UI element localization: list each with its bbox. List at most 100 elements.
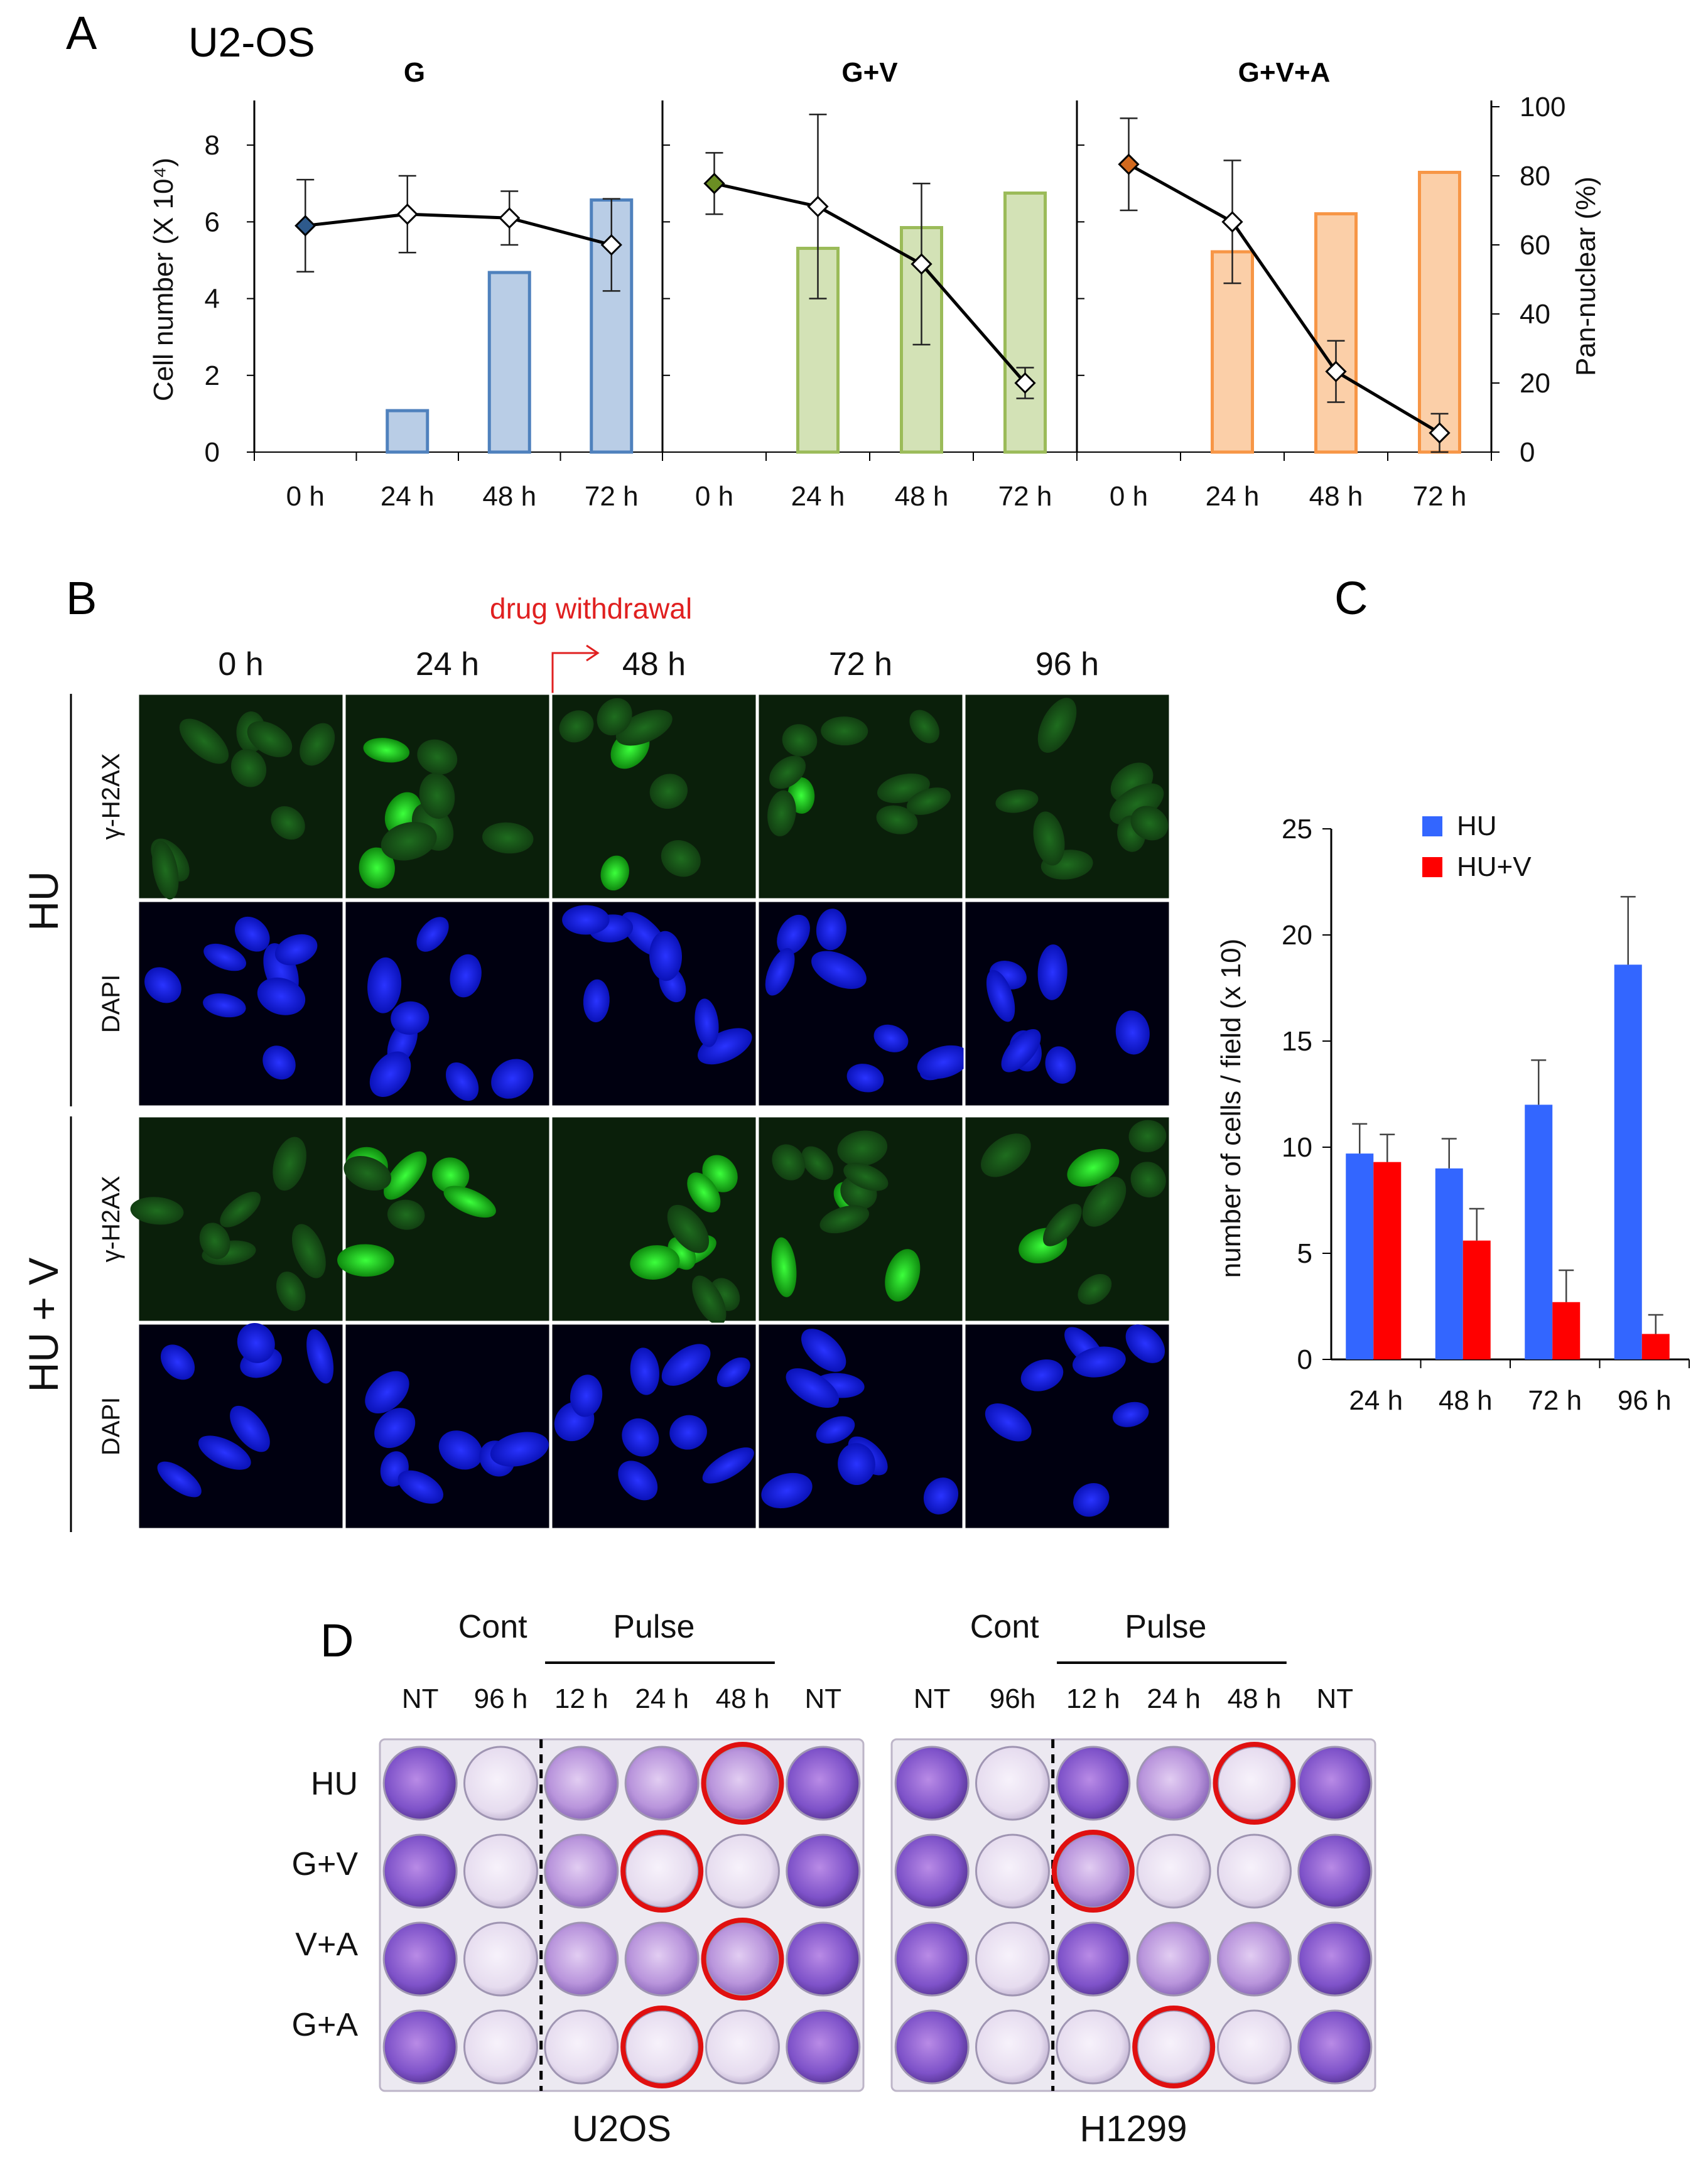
row-label: G+A — [292, 2007, 359, 2043]
nucleus — [695, 998, 719, 1047]
nucleus — [384, 1151, 427, 1200]
nucleus — [220, 1191, 261, 1228]
x-tick-label: 48 h — [895, 481, 949, 512]
nucleus — [1001, 1029, 1041, 1072]
cell-number-line — [1128, 163, 1440, 435]
nucleus — [262, 1045, 296, 1080]
group-label-hu: HU — [20, 871, 67, 931]
withdrawal-arrow-head — [586, 644, 600, 662]
panel-c-ylabel: number of cells / field (x 10) — [1216, 939, 1246, 1278]
y-tick-label: 10 — [1282, 1132, 1312, 1163]
x-tick-label: 0 h — [695, 481, 733, 512]
well — [786, 1746, 861, 1821]
nucleus — [179, 718, 229, 764]
panel-label-a: A — [66, 7, 97, 59]
cell-number-marker — [911, 253, 932, 275]
pulse-label: Pulse — [613, 1609, 695, 1645]
well — [1217, 1921, 1292, 1997]
nucleus — [909, 710, 940, 743]
nucleus — [716, 1357, 750, 1388]
x-tick-label: 72 h — [1528, 1385, 1582, 1416]
nucleus — [816, 1416, 855, 1444]
nucleus — [198, 1435, 251, 1470]
nucleus — [801, 1146, 834, 1180]
well — [1217, 1746, 1292, 1821]
nucleus — [772, 1144, 806, 1180]
nucleus — [1037, 944, 1068, 1000]
x-tick-label: 48 h — [1439, 1385, 1493, 1416]
x-tick-label: 24 h — [791, 481, 845, 512]
cell-number-marker — [703, 173, 725, 195]
nucleus — [445, 1062, 479, 1101]
nucleus — [885, 1249, 921, 1302]
nucleus — [782, 724, 818, 757]
nucleus — [876, 805, 918, 834]
well — [705, 1833, 780, 1909]
nucleus — [1045, 1046, 1076, 1084]
bar-hu-v — [1462, 1240, 1491, 1359]
bar-hu-v — [1373, 1162, 1402, 1359]
nucleus — [597, 698, 632, 736]
x-tick-label: 0 h — [286, 481, 325, 512]
pan-nuclear-bar — [1418, 171, 1461, 454]
nucleus — [838, 1443, 875, 1486]
nucleus — [801, 1329, 846, 1372]
x-tick-label: 96 h — [1618, 1385, 1672, 1416]
well — [1217, 2009, 1292, 2085]
cell-number-marker — [1118, 153, 1140, 175]
nucleus — [1037, 698, 1077, 753]
nucleus — [559, 710, 594, 743]
column-label: 24 h — [1147, 1683, 1201, 1714]
highlight-circle — [620, 2006, 704, 2088]
nucleus — [649, 774, 688, 809]
column-label: 96 h — [474, 1683, 528, 1714]
bar-hu — [1525, 1104, 1553, 1359]
nucleus — [1067, 1148, 1120, 1187]
y-tick-label: 25 — [1282, 814, 1312, 845]
nucleus — [1115, 1010, 1150, 1055]
well — [1297, 1921, 1373, 1997]
nucleus — [363, 738, 410, 763]
nucleus — [1110, 783, 1164, 825]
bar-hu-v — [1552, 1302, 1581, 1359]
panel-c-chart: number of cells / field (x 10) 0 5 10 15 20 2… — [1216, 811, 1690, 1416]
well — [463, 1746, 538, 1821]
nucleus — [450, 954, 482, 998]
well — [975, 1921, 1050, 1997]
nucleus — [369, 1051, 411, 1097]
nucleus — [234, 916, 270, 952]
nucleus — [365, 1371, 409, 1413]
nucleus — [271, 806, 305, 840]
nucleus — [771, 1237, 797, 1297]
nucleus — [337, 1244, 394, 1277]
nucleus — [306, 1329, 334, 1384]
x-tick-label: 24 h — [1349, 1385, 1403, 1416]
nucleus — [419, 772, 455, 819]
column-label: NT — [1317, 1683, 1354, 1714]
well — [382, 1833, 458, 1909]
well — [544, 2009, 619, 2085]
nucleus — [152, 841, 179, 900]
well — [786, 1921, 861, 1997]
panel-d-plates: HU G+V V+A G+A Cont Pulse NT 96 h 12 h 24 h 48 h NT… — [292, 1609, 1376, 2149]
nucleus — [622, 1418, 659, 1457]
well — [786, 2009, 861, 2085]
right-tick-label: 20 — [1520, 368, 1550, 399]
nucleus — [1033, 811, 1065, 866]
well — [624, 1921, 700, 1997]
nucleus — [821, 716, 868, 746]
cell-number-marker — [807, 195, 829, 218]
pan-nuclear-bar — [1003, 192, 1047, 454]
nucleus — [291, 1224, 326, 1278]
left-tick-label: 8 — [205, 130, 220, 161]
well — [544, 1746, 619, 1821]
well — [1056, 1833, 1131, 1909]
nucleus — [1130, 1162, 1166, 1198]
nucleus — [443, 1185, 496, 1218]
y-tick-label: 5 — [1297, 1238, 1312, 1269]
nucleus — [846, 1064, 884, 1093]
legend-swatch — [1422, 816, 1442, 836]
panel-label-c: C — [1334, 572, 1368, 624]
x-tick-label: 48 h — [1309, 481, 1363, 512]
